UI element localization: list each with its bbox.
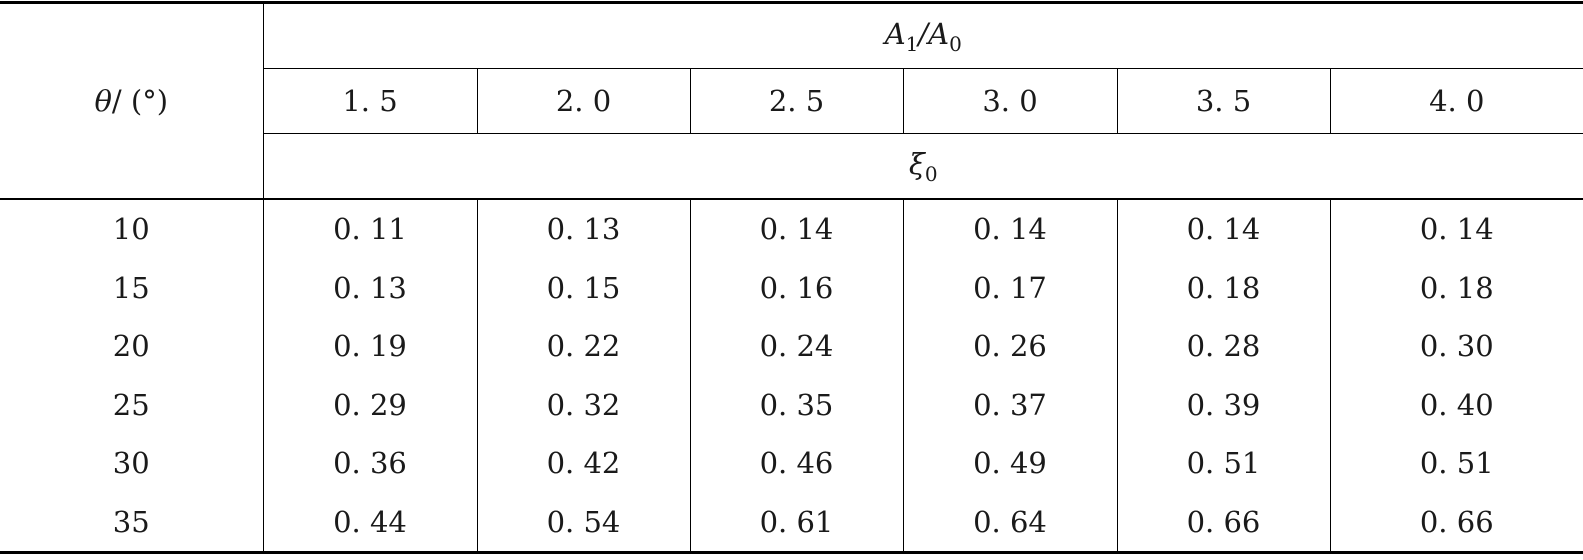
theta-cell: 15 [112,270,150,305]
value-cell: 0. 17 [902,258,1117,317]
value-cell: 0. 24 [689,317,903,376]
value-cell: 0. 15 [476,258,690,317]
table-row: 10 0. 11 0. 13 0. 14 0. 14 0. 14 0. 14 [0,199,1583,259]
area-sub-0: 0 [949,31,962,56]
area-symbol-a0: A [928,16,950,51]
value-cell: 0. 13 [262,258,477,317]
value-cell: 0. 49 [902,434,1117,493]
col-header: 3. 5 [1116,68,1330,134]
value-cell: 0. 40 [1329,375,1583,434]
value-cell: 0. 11 [262,199,477,259]
col-header: 3. 0 [902,68,1117,134]
value-cell: 0. 28 [1116,317,1330,376]
theta-cell: 25 [112,387,150,422]
theta-symbol: θ [94,84,112,118]
area-sub-1: 1 [905,31,919,56]
value-cell: 0. 13 [476,199,690,259]
theta-cell: 30 [112,446,150,481]
value-cell: 0. 51 [1329,434,1583,493]
table-row: 30 0. 36 0. 42 0. 46 0. 49 0. 51 0. 51 [0,434,1583,493]
xi-sub: 0 [924,161,938,186]
value-cell: 0. 36 [262,434,477,493]
value-cell: 0. 42 [476,434,690,493]
value-cell: 0. 30 [1329,317,1583,376]
value-cell: 0. 16 [689,258,903,317]
value-cell: 0. 64 [902,492,1117,553]
area-ratio-header: A1/A0 [262,2,1583,69]
header-row-2: 1. 5 2. 0 2. 5 3. 0 3. 5 4. 0 [0,68,1583,134]
value-cell: 0. 14 [1116,199,1330,259]
value-cell: 0. 14 [1329,199,1583,259]
value-cell: 0. 26 [902,317,1117,376]
col-header: 1. 5 [262,68,477,134]
value-cell: 0. 39 [1116,375,1330,434]
ratio-slash: / [918,16,929,51]
value-cell: 0. 35 [689,375,903,434]
table-row: 15 0. 13 0. 15 0. 16 0. 17 0. 18 0. 18 [0,258,1583,317]
col-header: 4. 0 [1329,68,1583,134]
col-header: 2. 5 [689,68,903,134]
value-cell: 0. 14 [689,199,903,259]
header-row-1: θ/ (°) A1/A0 [0,2,1583,200]
xi-symbol: ξ [908,146,925,181]
value-cell: 0. 29 [262,375,477,434]
value-cell: 0. 44 [262,492,477,553]
value-cell: 0. 66 [1329,492,1583,553]
theta-cell: 20 [112,329,150,364]
value-cell: 0. 14 [902,199,1117,259]
table-row: 35 0. 44 0. 54 0. 61 0. 64 0. 66 0. 66 [0,492,1583,553]
value-cell: 0. 18 [1329,258,1583,317]
xi-header: ξ0 [262,133,1583,200]
col-header: 2. 0 [476,68,690,134]
table-row: 20 0. 19 0. 22 0. 24 0. 26 0. 28 0. 30 [0,317,1583,376]
value-cell: 0. 37 [902,375,1117,434]
value-cell: 0. 66 [1116,492,1330,553]
value-cell: 0. 22 [476,317,690,376]
value-cell: 0. 19 [262,317,477,376]
value-cell: 0. 18 [1116,258,1330,317]
theta-header: θ/ (°) [0,2,263,200]
value-cell: 0. 54 [476,492,690,553]
value-cell: 0. 51 [1116,434,1330,493]
value-cell: 0. 61 [689,492,903,553]
header-row-3: ξ0 [0,133,1583,200]
theta-unit: / (°) [111,84,169,118]
area-symbol-a1: A [884,16,906,51]
theta-cell: 10 [112,212,150,247]
theta-cell: 35 [112,504,150,539]
value-cell: 0. 46 [689,434,903,493]
table-row: 25 0. 29 0. 32 0. 35 0. 37 0. 39 0. 40 [0,375,1583,434]
value-cell: 0. 32 [476,375,690,434]
